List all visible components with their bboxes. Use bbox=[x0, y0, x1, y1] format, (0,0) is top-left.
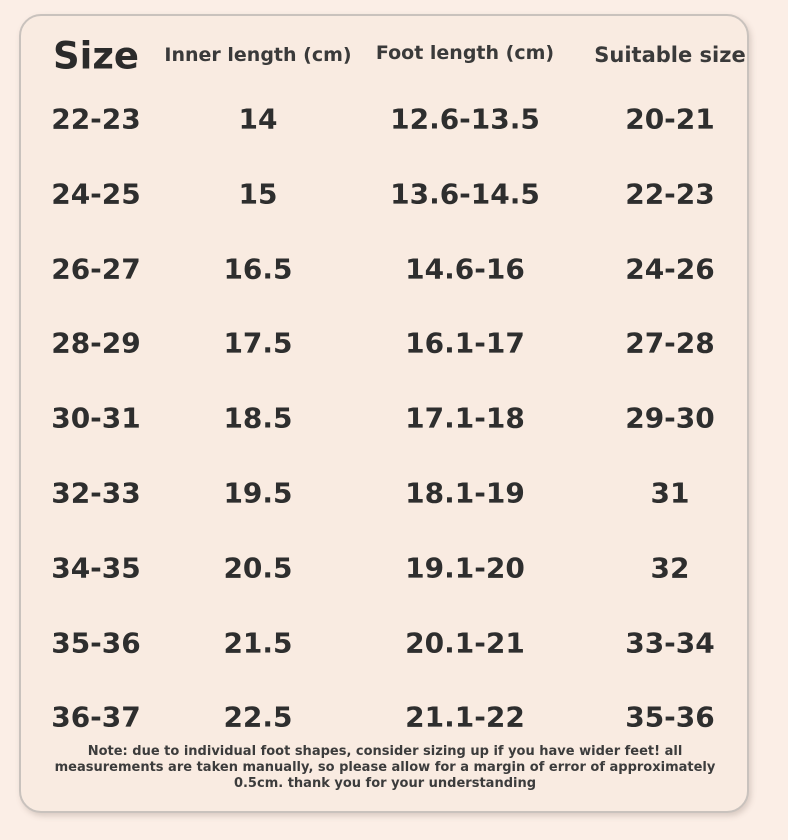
cell-inner-length: 17.5 bbox=[223, 326, 293, 360]
cell-suitable-size: 24-26 bbox=[625, 252, 715, 286]
cell-size: 36-37 bbox=[51, 700, 141, 734]
cell-foot-length: 13.6-14.5 bbox=[390, 177, 540, 211]
header-size: Size bbox=[53, 34, 139, 78]
cell-suitable-size: 35-36 bbox=[625, 700, 715, 734]
cell-inner-length: 20.5 bbox=[223, 551, 293, 585]
cell-suitable-size: 22-23 bbox=[625, 177, 715, 211]
cell-suitable-size: 33-34 bbox=[625, 626, 715, 660]
cell-foot-length: 16.1-17 bbox=[405, 326, 525, 360]
cell-inner-length: 22.5 bbox=[223, 700, 293, 734]
cell-inner-length: 21.5 bbox=[223, 626, 293, 660]
cell-inner-length: 14 bbox=[238, 102, 278, 136]
cell-size: 28-29 bbox=[51, 326, 141, 360]
cell-suitable-size: 31 bbox=[650, 476, 690, 510]
cell-foot-length: 18.1-19 bbox=[405, 476, 525, 510]
cell-size: 24-25 bbox=[51, 177, 141, 211]
header-inner-length: Inner length (cm) bbox=[164, 44, 352, 66]
cell-inner-length: 16.5 bbox=[223, 252, 293, 286]
cell-foot-length: 17.1-18 bbox=[405, 401, 525, 435]
size-note: Note: due to individual foot shapes, con… bbox=[54, 744, 716, 791]
cell-suitable-size: 20-21 bbox=[625, 102, 715, 136]
cell-foot-length: 14.6-16 bbox=[405, 252, 525, 286]
cell-suitable-size: 27-28 bbox=[625, 326, 715, 360]
header-foot-length: Foot length (cm) bbox=[375, 42, 555, 64]
header-suitable-size: Suitable size bbox=[594, 43, 746, 67]
cell-foot-length: 19.1-20 bbox=[405, 551, 525, 585]
cell-size: 35-36 bbox=[51, 626, 141, 660]
cell-suitable-size: 32 bbox=[650, 551, 690, 585]
cell-size: 30-31 bbox=[51, 401, 141, 435]
cell-inner-length: 18.5 bbox=[223, 401, 293, 435]
cell-size: 22-23 bbox=[51, 102, 141, 136]
cell-size: 32-33 bbox=[51, 476, 141, 510]
cell-inner-length: 15 bbox=[238, 177, 278, 211]
cell-size: 26-27 bbox=[51, 252, 141, 286]
cell-suitable-size: 29-30 bbox=[625, 401, 715, 435]
cell-inner-length: 19.5 bbox=[223, 476, 293, 510]
cell-size: 34-35 bbox=[51, 551, 141, 585]
cell-foot-length: 21.1-22 bbox=[405, 700, 525, 734]
size-chart-card bbox=[19, 14, 749, 813]
cell-foot-length: 20.1-21 bbox=[405, 626, 525, 660]
cell-foot-length: 12.6-13.5 bbox=[390, 102, 540, 136]
